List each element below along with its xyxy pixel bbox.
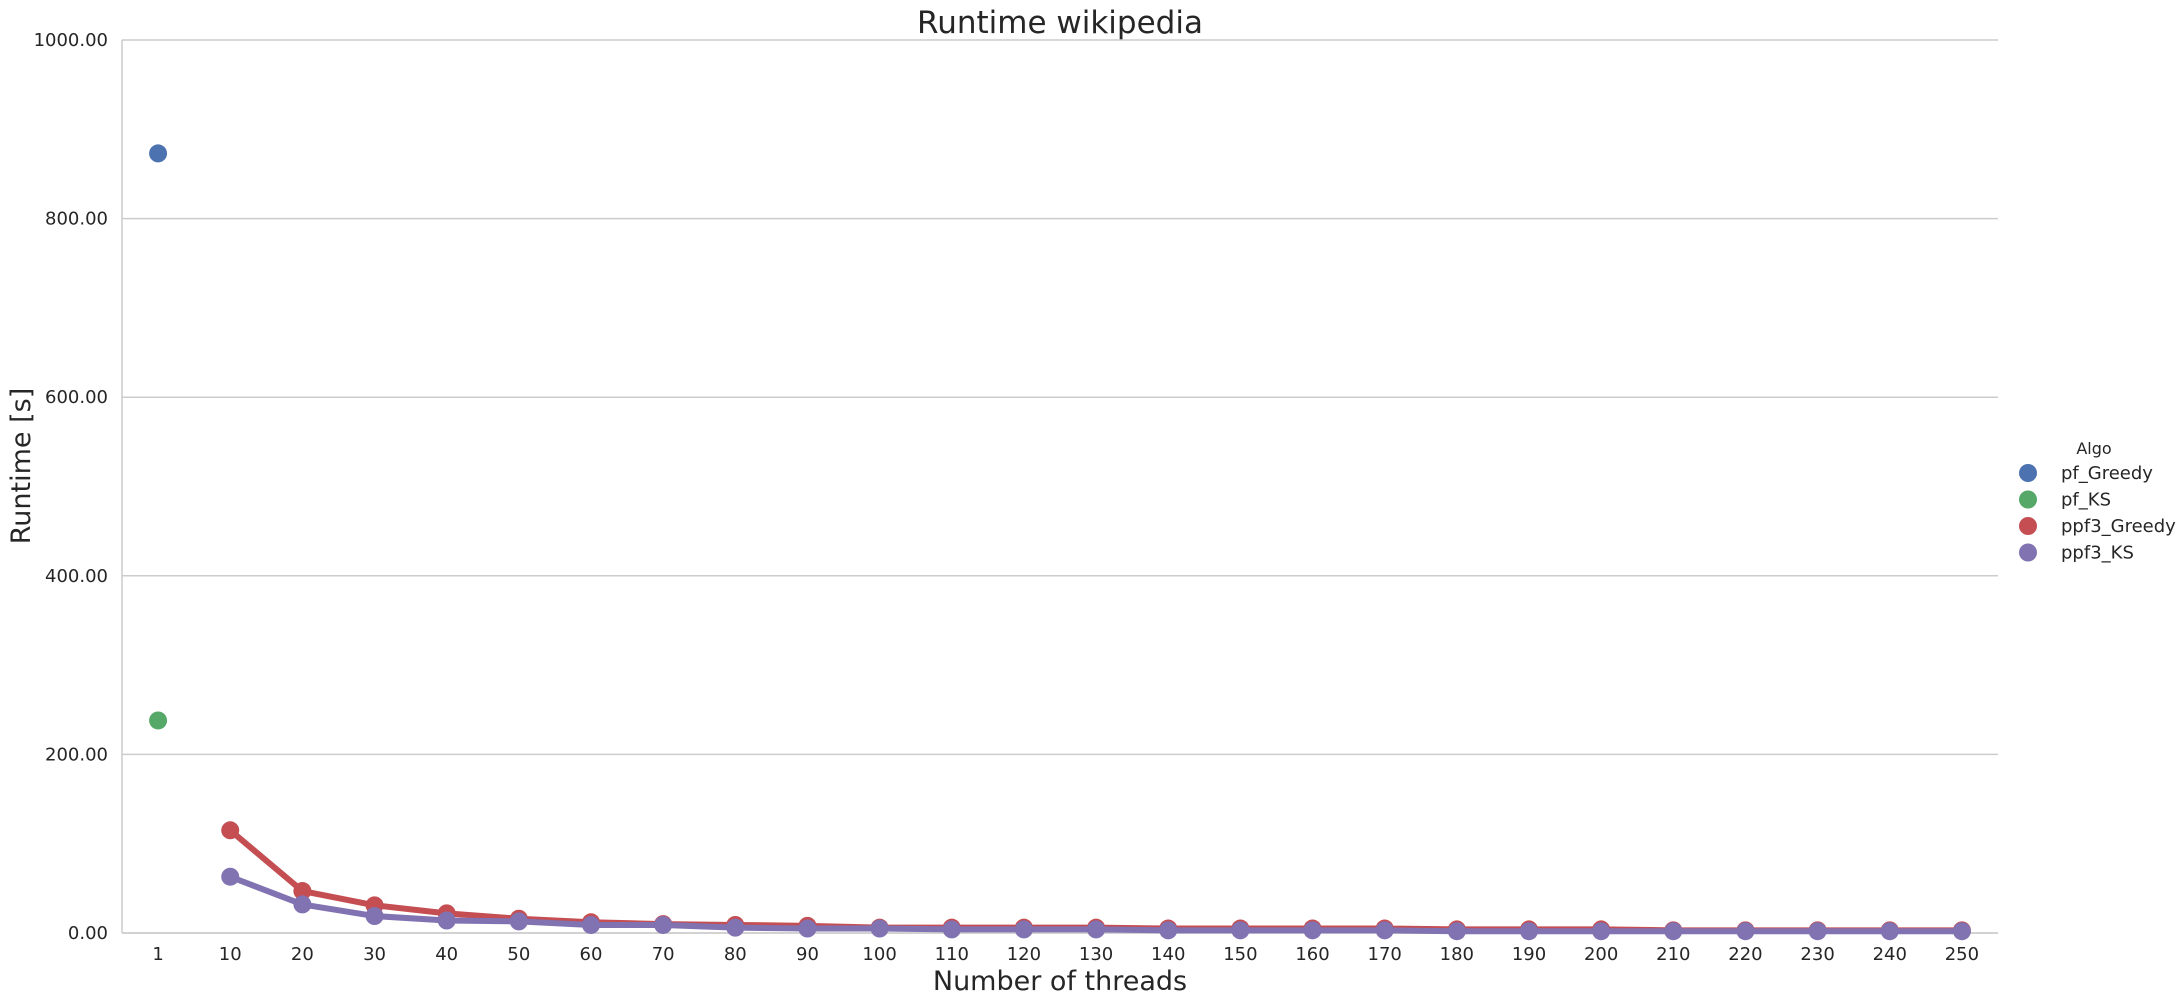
x-tick-label: 110 [935, 944, 969, 965]
data-point [582, 915, 600, 934]
x-tick-label: 140 [1151, 944, 1185, 965]
data-point [149, 711, 168, 730]
y-axis-title: Runtime [s] [6, 388, 37, 545]
legend-item: ppf3_Greedy [2019, 516, 2176, 537]
data-point [293, 882, 312, 901]
legend-marker [2019, 517, 2037, 535]
x-tick-label: 120 [1007, 944, 1041, 965]
x-tick-label: 230 [1800, 944, 1834, 965]
data-point [1231, 921, 1250, 940]
x-tick-label: 90 [796, 944, 819, 965]
legend-item: pf_KS [2019, 490, 2111, 511]
series-ppf3_KS [221, 867, 1971, 941]
data-point [1736, 922, 1755, 941]
series-pf_KS [149, 711, 168, 730]
legend-item: ppf3_KS [2019, 543, 2134, 564]
x-tick-label: 40 [435, 944, 458, 965]
x-tick-label: 170 [1368, 944, 1402, 965]
data-point [293, 895, 312, 914]
x-tick-label: 160 [1295, 944, 1329, 965]
data-point [942, 920, 961, 939]
data-point [221, 821, 240, 840]
x-tick-label: 20 [291, 944, 314, 965]
data-point [1592, 922, 1611, 941]
data-point [1159, 921, 1178, 940]
legend-label: ppf3_Greedy [2061, 516, 2176, 537]
x-tick-label: 80 [724, 944, 747, 965]
x-tick-labels: 1 10 20 30 40 50 60 70 80 90 100 110 120 130 140 150 160… [152, 944, 1979, 965]
y-tick-label: 200.00 [45, 744, 108, 765]
x-tick-label: 60 [580, 944, 603, 965]
x-tick-label: 200 [1584, 944, 1618, 965]
gridlines [122, 39, 1998, 934]
plot-area [149, 144, 1971, 941]
y-tick-label: 1000.00 [34, 30, 108, 51]
legend-title: Algo [2076, 439, 2111, 458]
legend-marker [2019, 490, 2037, 509]
x-tick-label: 190 [1512, 944, 1546, 965]
data-point [149, 144, 168, 163]
legend-label: pf_Greedy [2061, 463, 2153, 484]
x-tick-label: 50 [507, 944, 530, 965]
x-tick-label: 130 [1079, 944, 1113, 965]
data-point [1375, 921, 1394, 940]
data-point [1952, 922, 1971, 941]
series-pf_Greedy [149, 144, 168, 163]
data-point [1087, 920, 1106, 939]
data-point [1808, 922, 1827, 941]
x-axis-title: Number of threads [933, 966, 1187, 997]
series-line [227, 827, 1965, 934]
legend-label: ppf3_KS [2061, 543, 2134, 564]
data-point [798, 919, 817, 938]
data-point [1014, 920, 1033, 939]
legend-label: pf_KS [2061, 490, 2111, 511]
legend-marker [2019, 464, 2037, 482]
legend-item: pf_Greedy [2019, 463, 2153, 484]
data-point [1447, 922, 1466, 941]
data-point [365, 907, 384, 926]
data-point [221, 867, 240, 886]
data-point [1303, 921, 1322, 940]
y-tick-label: 800.00 [45, 209, 108, 230]
x-tick-label: 250 [1945, 944, 1979, 965]
x-tick-label: 100 [862, 944, 896, 965]
y-tick-label: 600.00 [45, 387, 108, 408]
data-point [654, 915, 673, 934]
legend: Algo pf_Greedy pf_KS ppf3_Greedy ppf3_KS [2019, 439, 2176, 564]
x-tick-label: 70 [652, 944, 675, 965]
x-tick-label: 180 [1440, 944, 1474, 965]
axes-spines [121, 40, 1998, 934]
x-tick-label: 30 [363, 944, 386, 965]
data-point [509, 912, 528, 931]
data-point [1520, 922, 1538, 941]
y-tick-label: 400.00 [45, 566, 108, 587]
legend-marker [2019, 543, 2037, 562]
chart-title: Runtime wikipedia [917, 5, 1203, 41]
x-tick-label: 1 [152, 944, 163, 965]
data-point [1880, 922, 1899, 941]
data-point [870, 919, 889, 938]
data-point [1664, 922, 1683, 941]
data-point [437, 911, 456, 930]
y-tick-labels: 0.00 200.00 400.00 600.00 800.00 1000.00 [34, 30, 108, 944]
x-tick-label: 220 [1728, 944, 1762, 965]
x-tick-label: 240 [1873, 944, 1907, 965]
data-point [726, 918, 745, 937]
y-tick-label: 0.00 [68, 923, 108, 944]
x-tick-label: 150 [1223, 944, 1257, 965]
x-tick-label: 210 [1656, 944, 1690, 965]
x-tick-label: 10 [219, 944, 242, 965]
